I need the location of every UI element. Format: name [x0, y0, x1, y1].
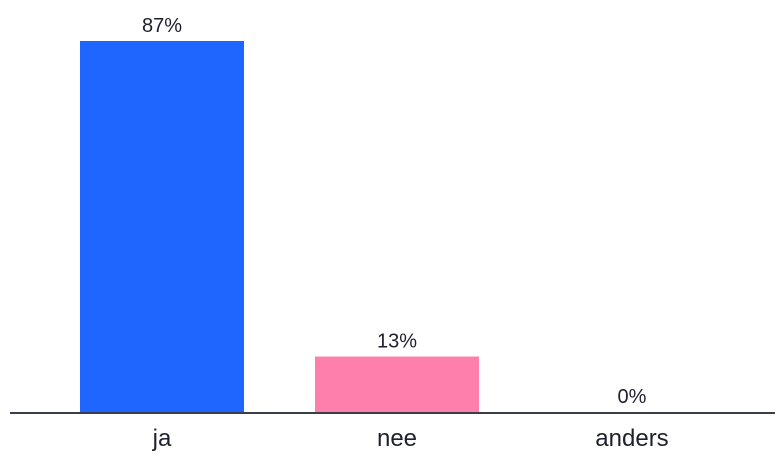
value-label-ja: 87% — [142, 15, 182, 37]
category-labels-group: ja nee anders — [152, 425, 669, 452]
bar-ja — [80, 41, 244, 412]
category-label-ja: ja — [152, 425, 172, 452]
bar-nee — [315, 356, 479, 412]
value-labels-group: 87% 13% 0% — [142, 15, 647, 408]
category-label-anders: anders — [595, 425, 668, 452]
value-label-anders: 0% — [618, 386, 647, 408]
bars-group — [80, 41, 479, 412]
category-label-nee: nee — [377, 425, 417, 452]
value-label-nee: 13% — [377, 331, 417, 353]
